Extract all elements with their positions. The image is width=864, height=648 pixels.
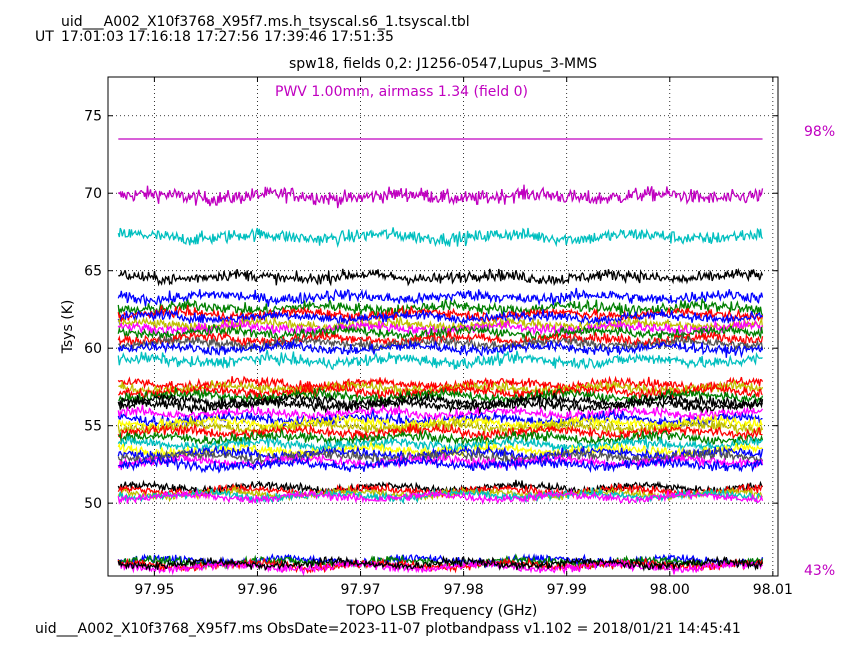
tsys-series-line xyxy=(117,487,764,506)
x-tick-label: 97.97 xyxy=(340,582,380,598)
x-tick-label: 98.00 xyxy=(650,582,690,598)
pwv-annotation: PWV 1.00mm, airmass 1.34 (field 0) xyxy=(275,84,529,100)
y-tick-label: 75 xyxy=(84,109,102,125)
tsys-series-line xyxy=(117,308,763,328)
atm-min-label: 43% xyxy=(804,563,836,579)
ut-time: 17:01:03 xyxy=(61,29,124,45)
tsys-series-line xyxy=(117,287,764,307)
footer-text: uid___A002_X10f3768_X95f7.ms ObsDate=202… xyxy=(35,621,741,637)
tsys-series-line xyxy=(117,338,764,359)
atm-max-label: 98% xyxy=(804,124,836,140)
x-tick-label: 97.98 xyxy=(444,582,484,598)
y-axis-label: Tsys (K) xyxy=(60,300,76,355)
tsys-series-line xyxy=(117,422,763,441)
plot-frame xyxy=(107,76,779,577)
y-tick-label: 70 xyxy=(84,186,102,202)
tsys-series-line xyxy=(118,395,764,417)
plot-title: spw18, fields 0,2: J1256-0547,Lupus_3-MM… xyxy=(288,56,598,72)
tsys-series-line xyxy=(117,555,764,572)
x-tick-label: 98.01 xyxy=(753,582,793,598)
tsys-series-line xyxy=(118,334,764,353)
y-tick-label: 50 xyxy=(84,496,102,512)
table-filename: uid___A002_X10f3768_X95f7.ms.h_tsyscal.s… xyxy=(61,14,470,30)
x-tick-label: 97.99 xyxy=(547,582,587,598)
y-tick-label: 55 xyxy=(84,419,102,435)
tsys-series-line xyxy=(117,403,764,423)
tsys-series-line xyxy=(118,454,763,474)
tsys-series-line xyxy=(117,184,764,209)
tsys-series-line xyxy=(117,559,763,577)
ut-label: UT xyxy=(35,29,54,45)
tsys-series-line xyxy=(117,315,764,335)
tsys-series-line xyxy=(117,392,764,411)
ut-time: 17:39:46 xyxy=(264,29,327,45)
y-tick-label: 60 xyxy=(84,341,102,357)
tsys-series-line xyxy=(118,427,764,449)
ut-time: 17:16:18 xyxy=(128,29,191,45)
x-tick-label: 97.96 xyxy=(237,582,277,598)
tsys-series-line xyxy=(118,267,764,287)
x-tick-label: 97.95 xyxy=(134,582,174,598)
x-axis-label: TOPO LSB Frequency (GHz) xyxy=(346,603,538,619)
ut-time: 17:51:35 xyxy=(331,29,394,45)
tsys-series-line xyxy=(117,350,763,371)
ut-time: 17:27:56 xyxy=(196,29,259,45)
tsys-series-line xyxy=(117,298,764,318)
tsys-series-line xyxy=(118,381,763,401)
tsys-series-line xyxy=(118,378,764,399)
tsys-series-line xyxy=(117,227,764,249)
y-tick-label: 65 xyxy=(84,264,102,280)
tsys-series-line xyxy=(117,434,763,453)
